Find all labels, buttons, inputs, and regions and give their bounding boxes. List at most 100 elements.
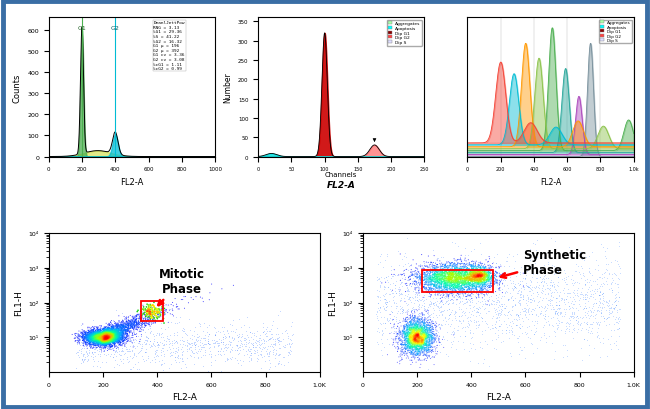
Point <box>94 337 104 343</box>
Point <box>478 276 488 283</box>
Point <box>586 309 596 316</box>
Point <box>456 285 467 292</box>
Point <box>487 267 497 274</box>
Point <box>493 299 504 305</box>
Point <box>507 307 517 313</box>
Point <box>449 272 460 278</box>
Point <box>440 283 450 290</box>
Point <box>77 333 88 339</box>
Point <box>237 333 247 339</box>
Point <box>204 341 214 348</box>
Point <box>389 272 399 278</box>
Point <box>461 284 471 291</box>
Point <box>492 270 502 277</box>
Point <box>451 272 462 279</box>
Point <box>426 318 437 325</box>
Point <box>116 333 126 339</box>
Point <box>480 266 490 272</box>
Point <box>405 326 415 333</box>
Point <box>538 275 549 282</box>
Point <box>447 290 458 297</box>
Point <box>459 276 469 282</box>
Point <box>89 328 99 335</box>
Point <box>136 353 147 359</box>
Point <box>476 274 486 280</box>
Point <box>94 333 104 339</box>
Point <box>478 273 489 279</box>
Point <box>140 317 151 323</box>
Point <box>107 328 117 335</box>
Point <box>459 267 469 274</box>
Point <box>466 272 476 278</box>
Point <box>99 331 109 337</box>
Point <box>88 330 98 337</box>
Point <box>140 349 150 355</box>
Point <box>465 272 476 279</box>
Point <box>104 337 114 344</box>
Point <box>103 330 113 336</box>
Point <box>95 334 105 340</box>
Point <box>94 333 104 339</box>
Point <box>94 340 105 346</box>
Point <box>224 354 235 361</box>
Point <box>439 267 450 274</box>
Point <box>106 327 116 334</box>
Point <box>111 325 121 331</box>
Point <box>408 275 418 282</box>
Point <box>103 328 114 335</box>
Point <box>135 320 145 326</box>
Point <box>419 338 429 344</box>
Point <box>85 331 96 338</box>
Point <box>461 284 471 290</box>
Point <box>90 332 101 339</box>
Point <box>101 341 111 348</box>
Point <box>463 279 473 285</box>
Point <box>94 333 104 339</box>
Point <box>410 333 420 339</box>
Point <box>439 307 449 313</box>
Point <box>484 277 494 284</box>
Point <box>96 343 107 349</box>
Point <box>114 335 124 342</box>
Point <box>86 337 97 344</box>
Point <box>101 328 112 335</box>
Point <box>111 333 122 339</box>
Point <box>108 340 118 347</box>
Point <box>582 292 592 298</box>
Point <box>97 333 107 339</box>
Point <box>420 317 430 323</box>
Point <box>432 274 443 281</box>
Point <box>523 334 534 341</box>
Point <box>455 286 465 292</box>
Point <box>471 286 481 293</box>
Point <box>101 336 112 342</box>
Point <box>441 275 452 282</box>
Point <box>380 290 391 296</box>
Point <box>426 279 436 285</box>
Point <box>413 338 423 345</box>
Point <box>104 332 114 338</box>
Point <box>417 340 428 346</box>
Point <box>104 337 114 343</box>
Point <box>431 330 441 336</box>
Point <box>100 342 110 348</box>
Point <box>110 334 120 340</box>
Point <box>465 276 475 283</box>
Point <box>487 283 497 290</box>
Point <box>432 265 443 271</box>
Point <box>398 323 409 330</box>
Point <box>614 294 625 301</box>
Point <box>404 325 415 332</box>
Point <box>408 332 418 338</box>
Point <box>84 330 94 337</box>
Point <box>122 327 133 333</box>
Point <box>449 269 460 275</box>
Point <box>408 333 418 340</box>
Point <box>419 330 430 337</box>
Point <box>408 326 418 333</box>
Point <box>92 339 103 346</box>
Point <box>595 292 605 298</box>
Point <box>458 292 468 299</box>
Point <box>473 280 484 286</box>
Point <box>268 335 279 342</box>
